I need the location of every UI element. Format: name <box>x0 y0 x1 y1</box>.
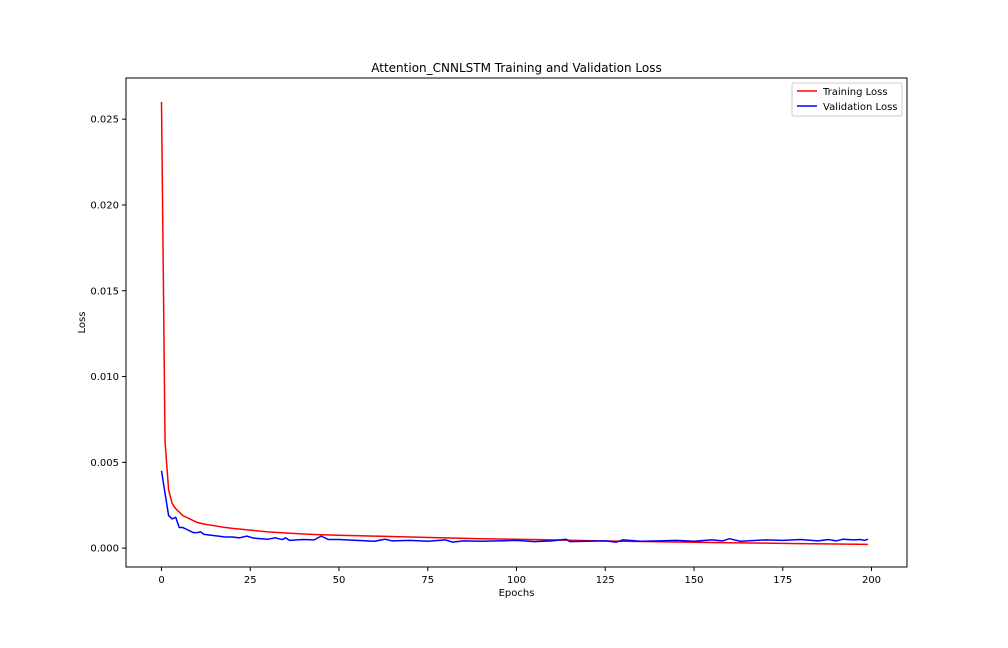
x-tick-label: 200 <box>862 575 881 586</box>
y-tick-label: 0.005 <box>90 458 119 469</box>
y-tick-label: 0.010 <box>90 372 119 383</box>
x-tick-label: 125 <box>596 575 615 586</box>
x-tick-label: 75 <box>421 575 434 586</box>
x-axis-label: Epochs <box>499 588 535 599</box>
y-tick-label: 0.020 <box>90 200 119 211</box>
y-tick-label: 0.025 <box>90 115 119 126</box>
series-line-validation-loss <box>160 470 869 543</box>
x-tick-label: 150 <box>684 575 703 586</box>
legend-label-training-loss: Training Loss <box>822 87 888 98</box>
plot-frame <box>125 77 908 568</box>
legend-box <box>791 82 903 117</box>
x-tick-label: 100 <box>507 575 526 586</box>
y-tick-label: 0.000 <box>90 544 119 555</box>
x-axis: 0 25 50 75 100 125 150 175 200 <box>158 567 881 586</box>
series-layer <box>160 102 869 546</box>
x-tick-label: 25 <box>244 575 257 586</box>
x-tick-label: 0 <box>158 575 164 586</box>
y-axis: 0.000 0.005 0.010 0.015 0.020 0.025 <box>90 115 126 555</box>
y-tick-label: 0.015 <box>90 286 119 297</box>
x-tick-label: 175 <box>773 575 792 586</box>
y-axis-label: Loss <box>77 312 88 334</box>
x-tick-label: 50 <box>333 575 346 586</box>
series-line-training-loss <box>160 102 868 546</box>
legend: Training Loss Validation Loss <box>791 82 903 117</box>
chart-title: Attention_CNNLSTM Training and Validatio… <box>371 61 661 75</box>
legend-label-validation-loss: Validation Loss <box>823 102 898 113</box>
